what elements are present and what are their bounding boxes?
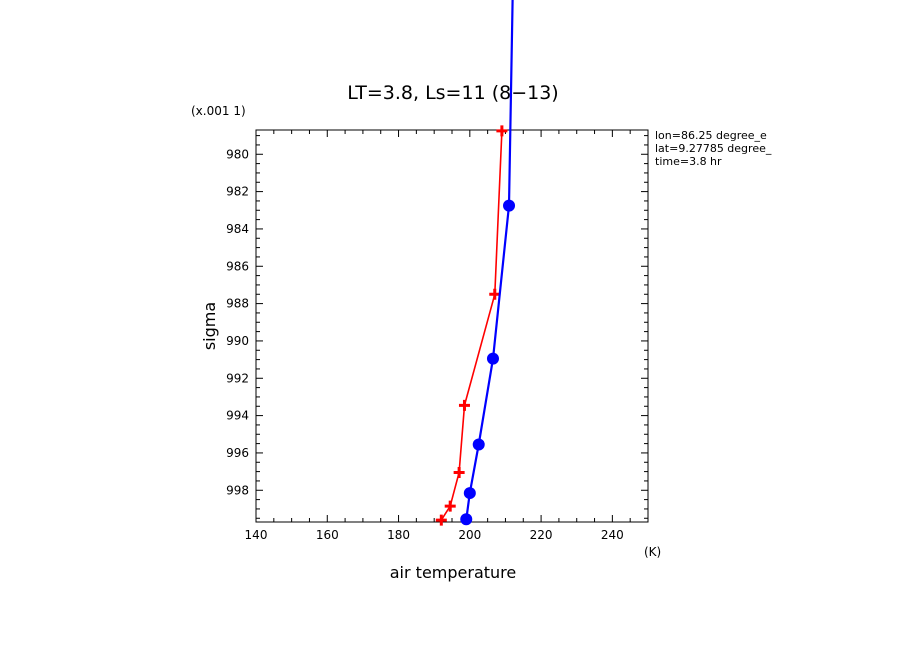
x-tick-label: 140 — [245, 528, 268, 542]
series-marker-circle — [472, 438, 485, 451]
y-tick-label: 982 — [226, 185, 249, 199]
y-tick-label: 988 — [226, 297, 249, 311]
chart-title: LT=3.8, Ls=11 (8−13) — [347, 82, 558, 104]
x-tick-label: 160 — [316, 528, 339, 542]
x-tick-label: 200 — [458, 528, 481, 542]
y-tick-label: 980 — [226, 147, 249, 161]
series-marker-plus — [444, 500, 456, 512]
x-unit-label: (K) — [644, 545, 661, 559]
y-tick-label: 998 — [226, 483, 249, 497]
y-tick-label: 996 — [226, 446, 249, 460]
series-marker-circle — [460, 513, 473, 526]
annotation-lon: lon=86.25 degree_e — [655, 129, 767, 142]
y-tick-label: 992 — [226, 371, 249, 385]
series-line — [465, 0, 514, 520]
annotation-lat: lat=9.27785 degree_ — [655, 142, 772, 155]
series-marker-plus — [458, 399, 470, 411]
y-scale-note: (x.001 1) — [191, 104, 246, 118]
series-marker-circle — [463, 487, 476, 500]
x-tick-label: 240 — [601, 528, 624, 542]
series-marker-plus — [496, 125, 508, 137]
y-tick-label: 984 — [226, 222, 249, 236]
y-axis-label: sigma — [200, 302, 219, 350]
series-marker-plus — [489, 288, 501, 300]
x-tick-label: 180 — [387, 528, 410, 542]
x-tick-label: 220 — [530, 528, 553, 542]
series-line — [440, 130, 503, 521]
y-tick-label: 990 — [226, 334, 249, 348]
plot-area: 140 160 180 200 220 240 980 982 984 986 988 990 992 9… — [226, 0, 649, 542]
annotation-time: time=3.8 hr — [655, 155, 722, 168]
plot-frame — [255, 129, 649, 523]
series-marker-plus — [435, 514, 447, 526]
y-tick-label: 994 — [226, 409, 249, 423]
x-axis-label: air temperature — [390, 563, 516, 582]
series-marker-circle — [503, 199, 516, 212]
y-tick-label: 986 — [226, 259, 249, 273]
series-marker-plus — [453, 467, 465, 479]
series-marker-circle — [486, 352, 499, 365]
